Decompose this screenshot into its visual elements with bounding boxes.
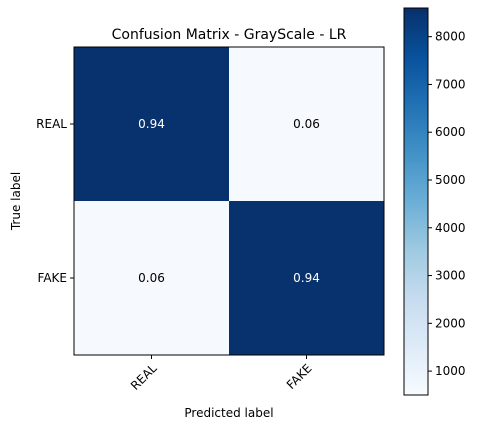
matrix-cell-labels: 0.94 0.06 0.06 0.94 (138, 117, 320, 285)
y-tick-label: FAKE (38, 271, 67, 285)
colorbar (403, 7, 429, 396)
chart-title: Confusion Matrix - GrayScale - LR (112, 27, 347, 43)
x-axis-label: Predicted label (184, 406, 273, 420)
matrix-cell-label-0-1: 0.06 (293, 117, 320, 131)
colorbar-ticks: 1000 2000 3000 4000 5000 6000 7000 8000 (428, 30, 466, 378)
y-tick-label: REAL (36, 117, 67, 131)
x-tick-label: REAL (128, 361, 160, 393)
colorbar-tick-label: 8000 (435, 30, 466, 44)
matrix-cell-label-1-0: 0.06 (138, 271, 165, 285)
matrix-cell-1-1 (229, 201, 384, 355)
matrix-cell-0-0 (74, 47, 229, 201)
colorbar-tick-label: 4000 (435, 221, 466, 235)
y-axis-label: True label (9, 172, 23, 231)
colorbar-tick-label: 5000 (435, 173, 466, 187)
plot-frame (73, 46, 385, 356)
x-tick-label: FAKE (284, 361, 315, 392)
colorbar-tick-label: 1000 (435, 364, 466, 378)
matrix-cell-label-1-1: 0.94 (293, 271, 320, 285)
matrix-cell-label-0-0: 0.94 (138, 117, 165, 131)
colorbar-tick-label: 2000 (435, 316, 466, 330)
colorbar-tick-label: 3000 (435, 269, 466, 283)
y-axis-ticks: REAL FAKE (36, 117, 74, 285)
matrix-cell-0-1 (229, 47, 384, 201)
x-axis-ticks: REAL FAKE (128, 355, 315, 393)
matrix-cells (74, 47, 384, 355)
colorbar-tick-label: 6000 (435, 125, 466, 139)
matrix-cell-1-0 (74, 201, 229, 355)
colorbar-tick-label: 7000 (435, 77, 466, 91)
